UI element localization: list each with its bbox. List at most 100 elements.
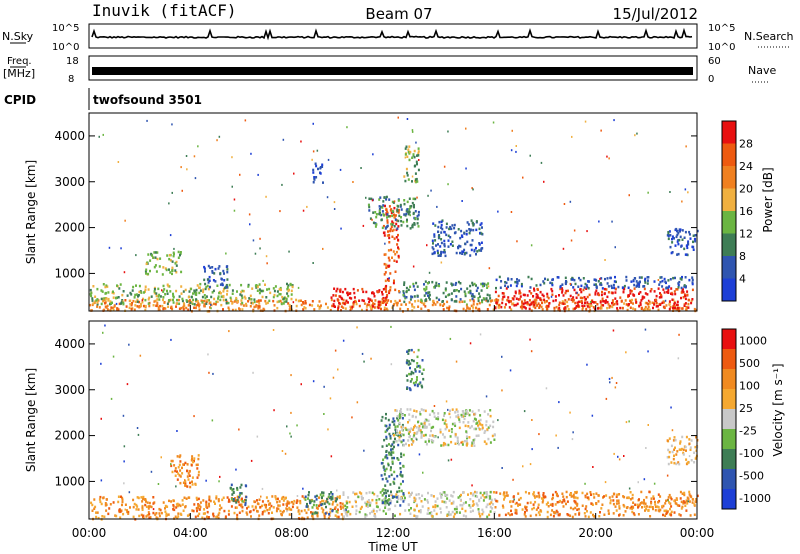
heatmap-cell bbox=[628, 194, 630, 197]
heatmap-cell bbox=[236, 495, 239, 499]
heatmap-cell bbox=[469, 307, 471, 310]
heatmap-cell bbox=[154, 251, 157, 254]
heatmap-cell bbox=[515, 509, 518, 512]
heatmap-cell bbox=[408, 208, 411, 211]
heatmap-cell bbox=[454, 283, 457, 286]
heatmap-cell bbox=[239, 173, 241, 176]
heatmap-cell bbox=[394, 253, 397, 256]
heatmap-cell bbox=[398, 436, 401, 439]
heatmap-cell bbox=[124, 219, 126, 222]
heatmap-cell bbox=[418, 509, 420, 513]
heatmap-cell bbox=[673, 290, 676, 293]
heatmap-cell bbox=[424, 409, 427, 413]
heatmap-cell bbox=[678, 280, 681, 284]
heatmap-cell bbox=[602, 304, 605, 307]
heatmap-cell bbox=[290, 293, 293, 296]
colorbar-tick-label: -500 bbox=[739, 469, 764, 482]
heatmap-cell bbox=[157, 483, 160, 485]
heatmap-cell bbox=[398, 431, 401, 434]
heatmap-cell bbox=[693, 461, 696, 464]
heatmap-cell bbox=[258, 305, 261, 308]
heatmap-cell bbox=[439, 431, 442, 434]
heatmap-cell bbox=[673, 461, 676, 465]
heatmap-cell bbox=[437, 415, 440, 419]
heatmap-cell bbox=[653, 482, 656, 485]
heatmap-cell bbox=[397, 211, 400, 214]
heatmap-cell bbox=[269, 502, 272, 505]
heatmap-cell bbox=[166, 292, 169, 295]
heatmap-cell bbox=[290, 283, 293, 287]
heatmap-cell bbox=[319, 172, 322, 175]
heatmap-cell bbox=[557, 276, 560, 279]
heatmap-cell bbox=[475, 284, 477, 287]
heatmap-cell bbox=[418, 497, 421, 500]
heatmap-cell bbox=[688, 278, 691, 282]
heatmap-cell bbox=[663, 305, 666, 309]
heatmap-cell bbox=[150, 470, 153, 473]
heatmap-cell bbox=[503, 494, 506, 498]
heatmap-cell bbox=[248, 297, 251, 300]
heatmap-cell bbox=[241, 497, 243, 500]
heatmap-cell bbox=[122, 301, 125, 305]
heatmap-cell bbox=[511, 513, 513, 516]
heatmap-cell bbox=[137, 294, 140, 297]
heatmap-cell bbox=[604, 277, 606, 281]
heatmap-cell bbox=[341, 502, 344, 506]
heatmap-cell bbox=[685, 509, 688, 512]
heatmap-cell bbox=[101, 290, 104, 293]
heatmap-cell bbox=[217, 513, 220, 516]
heatmap-cell bbox=[481, 512, 484, 516]
heatmap-cell bbox=[268, 508, 271, 511]
heatmap-cell bbox=[655, 294, 658, 298]
heatmap-cell bbox=[497, 419, 499, 422]
heatmap-cell bbox=[181, 189, 183, 192]
heatmap-cell bbox=[682, 451, 685, 455]
colorbar-segment bbox=[722, 233, 736, 256]
heatmap-cell bbox=[195, 288, 198, 292]
heatmap-cell bbox=[397, 116, 399, 119]
heatmap-cell bbox=[184, 461, 187, 465]
heatmap-cell bbox=[586, 492, 589, 496]
heatmap-cell bbox=[388, 426, 391, 429]
heatmap-cell bbox=[485, 420, 488, 423]
heatmap-cell bbox=[458, 511, 461, 514]
heatmap-cell bbox=[437, 251, 439, 255]
heatmap-cell bbox=[270, 504, 273, 508]
heatmap-cell bbox=[397, 246, 399, 249]
heatmap-cell bbox=[391, 456, 394, 460]
heatmap-cell bbox=[199, 501, 202, 504]
heatmap-cell bbox=[389, 215, 391, 218]
heatmap-cell bbox=[507, 296, 510, 299]
heatmap-cell bbox=[382, 200, 385, 203]
heatmap-cell bbox=[238, 511, 241, 514]
heatmap-cell bbox=[171, 123, 173, 126]
heatmap-cell bbox=[518, 292, 521, 295]
heatmap-cell bbox=[463, 232, 466, 235]
heatmap-cell bbox=[687, 302, 690, 306]
heatmap-cell bbox=[538, 306, 541, 309]
heatmap-cell bbox=[390, 222, 393, 226]
heatmap-cell bbox=[403, 498, 406, 501]
heatmap-cell bbox=[213, 500, 216, 503]
heatmap-cell bbox=[118, 302, 121, 306]
heatmap-cell bbox=[457, 416, 460, 419]
heatmap-cell bbox=[92, 302, 95, 305]
heatmap-cell bbox=[220, 303, 223, 307]
heatmap-cell bbox=[378, 207, 381, 211]
heatmap-cell bbox=[561, 283, 564, 286]
heatmap-cell bbox=[492, 420, 495, 424]
heatmap-cell bbox=[478, 243, 481, 246]
heatmap-cell bbox=[184, 505, 187, 509]
heatmap-cell bbox=[155, 294, 158, 298]
heatmap-cell bbox=[234, 499, 237, 503]
heatmap-cell bbox=[182, 463, 185, 466]
heatmap-cell bbox=[447, 309, 450, 312]
heatmap-cell bbox=[425, 418, 428, 422]
heatmap-cell bbox=[226, 278, 229, 281]
heatmap-cell bbox=[595, 492, 598, 495]
heatmap-cell bbox=[455, 289, 458, 292]
heatmap-cell bbox=[445, 423, 448, 426]
heatmap-cell bbox=[241, 296, 244, 300]
heatmap-cell bbox=[673, 436, 676, 439]
heatmap-cell bbox=[524, 505, 527, 509]
